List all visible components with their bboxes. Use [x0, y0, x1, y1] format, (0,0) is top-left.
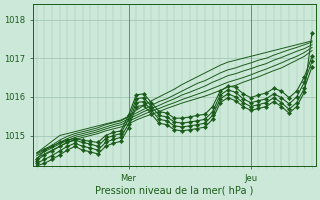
X-axis label: Pression niveau de la mer( hPa ): Pression niveau de la mer( hPa )	[95, 186, 253, 196]
